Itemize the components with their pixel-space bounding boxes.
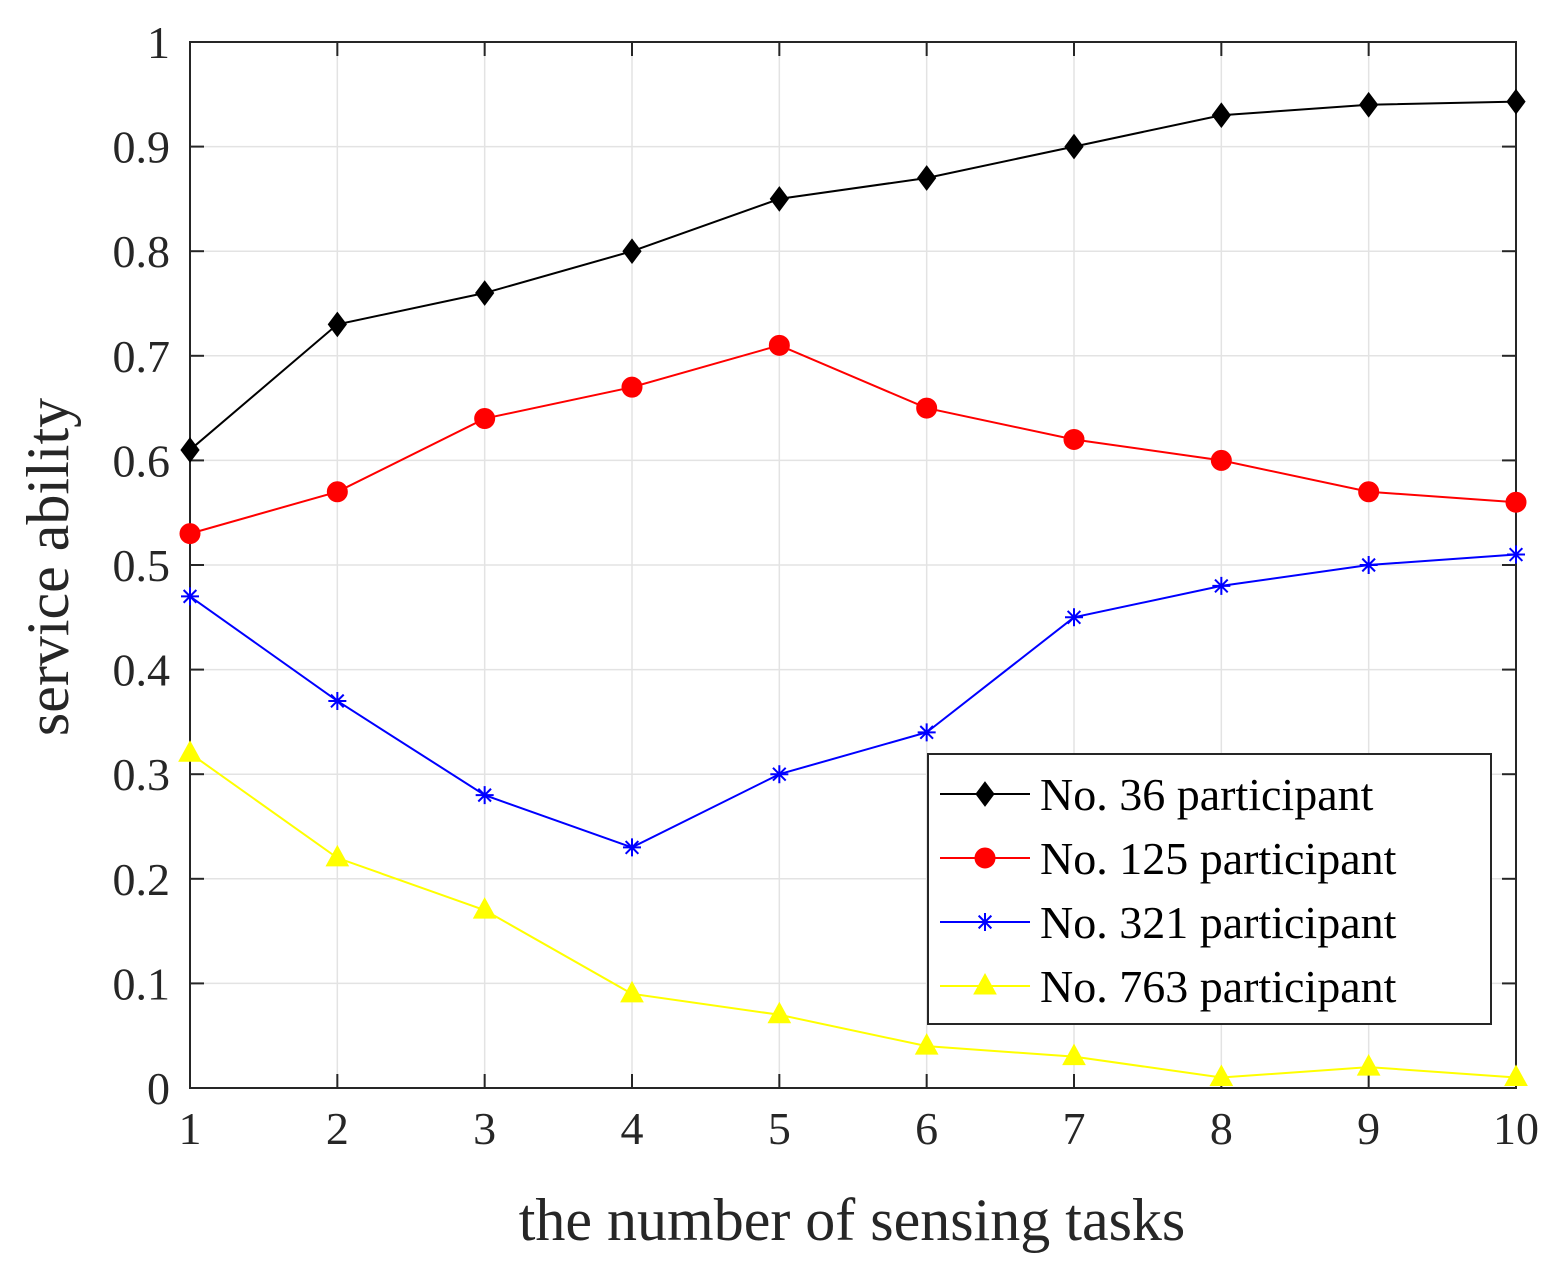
data-point bbox=[767, 1001, 792, 1024]
data-point bbox=[328, 691, 347, 710]
x-tick-label: 4 bbox=[621, 1103, 644, 1154]
legend-box bbox=[927, 753, 1492, 1025]
legend-item: No. 763 participant bbox=[940, 961, 1397, 1012]
legend-marker bbox=[974, 847, 996, 869]
data-point bbox=[621, 376, 643, 398]
data-point bbox=[1356, 1054, 1381, 1076]
series-3 bbox=[181, 545, 1525, 857]
data-point bbox=[181, 587, 199, 606]
data-point bbox=[1359, 91, 1379, 118]
data-point bbox=[1210, 449, 1232, 471]
x-tick-label: 7 bbox=[1063, 1103, 1086, 1154]
data-point bbox=[474, 408, 496, 430]
y-tick-label: 0.8 bbox=[113, 226, 171, 277]
legend: No. 36 participant No. 125 participant No.… bbox=[927, 753, 1492, 1025]
data-point bbox=[620, 980, 644, 1003]
data-point bbox=[475, 786, 494, 805]
series-line bbox=[189, 100, 1517, 451]
data-point bbox=[768, 334, 790, 356]
legend-item: No. 321 participant bbox=[940, 897, 1397, 948]
legend-marker bbox=[973, 972, 997, 995]
series-line bbox=[189, 344, 1517, 535]
x-tick-label: 5 bbox=[768, 1103, 791, 1154]
legend-marker bbox=[975, 781, 995, 807]
x-tick-label: 2 bbox=[326, 1103, 349, 1154]
data-point bbox=[326, 481, 348, 503]
y-tick-label: 0.4 bbox=[113, 645, 171, 696]
legend-label: No. 36 participant bbox=[1040, 769, 1374, 820]
y-tick-label: 0.5 bbox=[113, 540, 171, 591]
data-point bbox=[623, 838, 641, 857]
series-group bbox=[178, 88, 1528, 1087]
x-tick-label: 10 bbox=[1493, 1103, 1539, 1154]
series-line bbox=[189, 553, 1517, 849]
y-axis-label: service ability bbox=[15, 398, 81, 736]
data-point bbox=[1507, 545, 1525, 564]
data-point bbox=[917, 165, 937, 191]
legend-marker bbox=[976, 913, 994, 931]
y-tick-label: 0.3 bbox=[113, 749, 171, 800]
data-point bbox=[770, 765, 789, 784]
data-point bbox=[1506, 88, 1526, 115]
data-point bbox=[325, 844, 350, 867]
data-point bbox=[622, 238, 642, 265]
data-point bbox=[180, 437, 200, 463]
series-4 bbox=[178, 740, 1528, 1087]
axis-ticks: 1 2 3 4 5 6 7 8 9 10 0 0.1 0.2 0.3 0.4 0.5 0.6 0.7 0.8 0.9 1 bbox=[113, 17, 1540, 1154]
legend-item: No. 36 participant bbox=[940, 769, 1374, 820]
data-point bbox=[1358, 481, 1380, 503]
y-tick-label: 0.6 bbox=[113, 435, 171, 486]
series-line bbox=[189, 752, 1517, 1079]
legend-label: No. 763 participant bbox=[1040, 961, 1397, 1012]
legend-label: No. 321 participant bbox=[1040, 897, 1397, 948]
x-tick-label: 1 bbox=[179, 1103, 202, 1154]
y-tick-label: 0.7 bbox=[113, 331, 171, 382]
y-tick-label: 0 bbox=[147, 1063, 170, 1114]
data-point bbox=[179, 523, 201, 545]
data-point bbox=[1062, 1043, 1086, 1066]
x-tick-label: 6 bbox=[915, 1103, 938, 1154]
y-tick-label: 0.2 bbox=[113, 854, 171, 905]
data-point bbox=[1211, 102, 1231, 129]
y-tick-label: 0.1 bbox=[113, 958, 171, 1009]
data-point bbox=[1063, 428, 1085, 450]
series-1 bbox=[180, 88, 1526, 463]
data-point bbox=[769, 186, 789, 212]
data-point bbox=[327, 311, 347, 338]
x-axis-label: the number of sensing tasks bbox=[519, 1187, 1186, 1253]
x-tick-label: 9 bbox=[1357, 1103, 1380, 1154]
x-tick-label: 3 bbox=[473, 1103, 496, 1154]
y-tick-label: 0.9 bbox=[113, 122, 171, 173]
data-point bbox=[1209, 1064, 1234, 1087]
data-point bbox=[472, 897, 497, 919]
legend-label: No. 125 participant bbox=[1040, 833, 1397, 884]
x-tick-label: 8 bbox=[1210, 1103, 1233, 1154]
data-point bbox=[1505, 491, 1527, 513]
data-point bbox=[1359, 556, 1378, 574]
data-point bbox=[178, 740, 202, 762]
data-point bbox=[914, 1033, 939, 1055]
data-point bbox=[1065, 608, 1083, 627]
data-point bbox=[475, 280, 495, 306]
data-point bbox=[916, 397, 938, 419]
data-point bbox=[917, 723, 936, 742]
data-point bbox=[1064, 133, 1084, 160]
data-point bbox=[1212, 576, 1231, 595]
y-tick-label: 1 bbox=[147, 17, 170, 68]
series-2 bbox=[179, 334, 1527, 545]
legend-item: No. 125 participant bbox=[940, 833, 1397, 884]
data-point bbox=[1504, 1064, 1528, 1087]
